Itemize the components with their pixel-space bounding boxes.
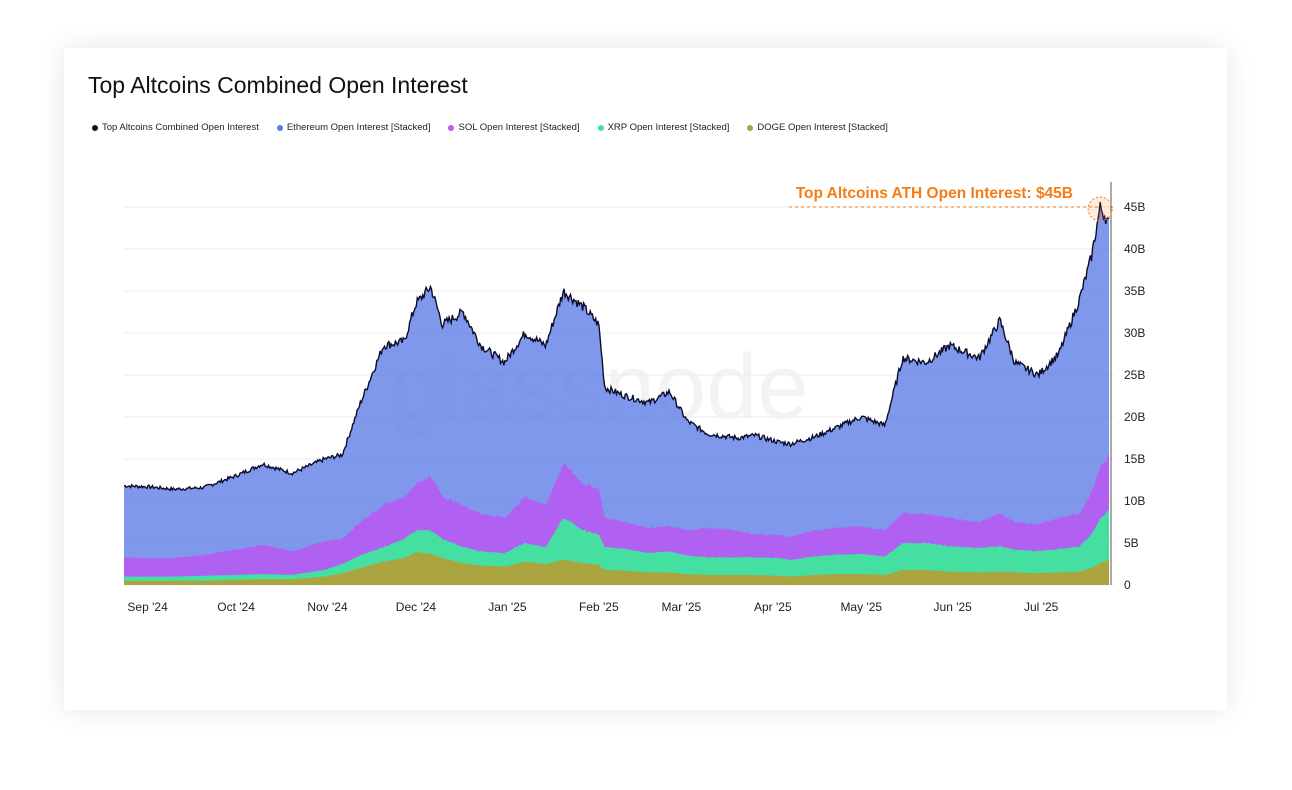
- legend-label: DOGE Open Interest [Stacked]: [757, 122, 888, 133]
- y-tick-label: 25B: [1124, 368, 1145, 382]
- x-tick-label: Nov '24: [307, 600, 348, 614]
- ath-marker: [1087, 196, 1113, 222]
- y-tick-label: 20B: [1124, 410, 1145, 424]
- ath-annotation-label: Top Altcoins ATH Open Interest: $45B: [796, 185, 1073, 202]
- x-tick-label: Sep '24: [127, 600, 168, 614]
- legend-swatch: [276, 124, 283, 131]
- area-doge: [124, 551, 1109, 585]
- x-tick-label: Apr '25: [754, 600, 792, 614]
- chart-card: Top Altcoins Combined Open Interest Top …: [64, 48, 1227, 710]
- y-tick-label: 10B: [1124, 494, 1145, 508]
- x-tick-label: May '25: [840, 600, 882, 614]
- line-combined: [123, 201, 1110, 492]
- x-tick-label: Feb '25: [579, 600, 619, 614]
- legend-item-4[interactable]: DOGE Open Interest [Stacked]: [747, 122, 888, 133]
- x-tick-label: Jan '25: [488, 600, 527, 614]
- legend-swatch: [747, 124, 754, 131]
- legend-item-3[interactable]: XRP Open Interest [Stacked]: [597, 122, 730, 133]
- legend-label: XRP Open Interest [Stacked]: [607, 122, 730, 133]
- legend-item-0[interactable]: Top Altcoins Combined Open Interest: [92, 122, 259, 133]
- chart-title: Top Altcoins Combined Open Interest: [88, 72, 468, 98]
- y-tick-label: 5B: [1124, 536, 1139, 550]
- y-tick-label: 15B: [1124, 452, 1145, 466]
- x-tick-label: Oct '24: [217, 600, 255, 614]
- legend-label: Ethereum Open Interest [Stacked]: [286, 122, 431, 133]
- x-tick-label: Jul '25: [1024, 600, 1059, 614]
- x-tick-label: Jun '25: [934, 600, 973, 614]
- x-tick-label: Mar '25: [662, 600, 702, 614]
- y-tick-label: 35B: [1124, 284, 1145, 298]
- x-tick-label: Dec '24: [396, 600, 437, 614]
- legend-label: Top Altcoins Combined Open Interest: [102, 122, 259, 133]
- y-tick-label: 45B: [1124, 200, 1145, 214]
- legend-swatch: [597, 124, 604, 131]
- legend-item-2[interactable]: SOL Open Interest [Stacked]: [448, 122, 580, 133]
- area-eth: [124, 202, 1109, 585]
- chart-area[interactable]: glassnode05B10B15B20B25B30B35B40B45BSep …: [64, 48, 1227, 710]
- legend-label: SOL Open Interest [Stacked]: [458, 122, 580, 133]
- legend-item-1[interactable]: Ethereum Open Interest [Stacked]: [276, 122, 431, 133]
- legend-swatch: [448, 124, 455, 131]
- y-tick-label: 30B: [1124, 326, 1145, 340]
- y-tick-label: 40B: [1124, 242, 1145, 256]
- y-tick-label: 0: [1124, 578, 1131, 592]
- legend-swatch: [92, 124, 98, 131]
- legend: Top Altcoins Combined Open Interest Ether…: [92, 122, 888, 133]
